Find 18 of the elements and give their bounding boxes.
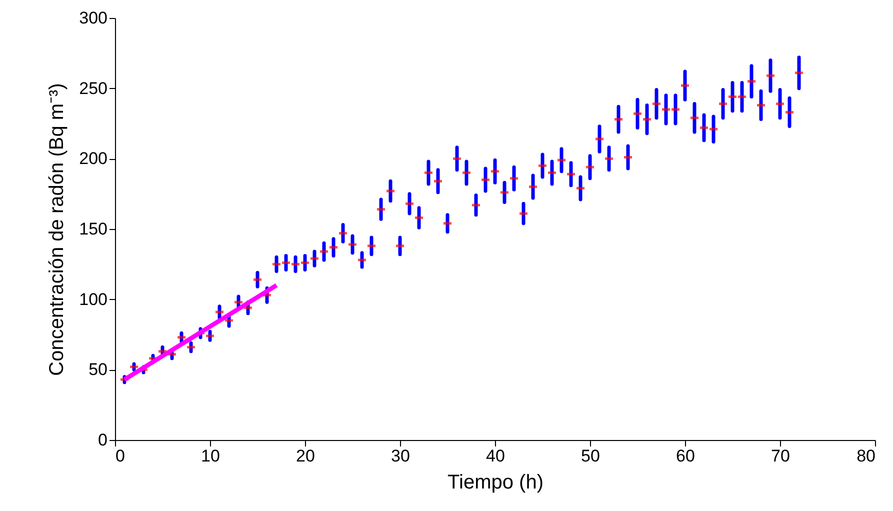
x-tick-label: 60 xyxy=(676,446,695,466)
y-tick-label: 150 xyxy=(79,220,108,238)
y-tick-label: 250 xyxy=(79,78,108,98)
y-tick-label: 0 xyxy=(98,430,108,450)
x-tick-label: 70 xyxy=(771,446,790,466)
y-tick-label: 200 xyxy=(79,149,108,168)
y-axis-title: Concentración de radón (Bq m⁻³) xyxy=(46,83,68,376)
x-tick-label: 80 xyxy=(856,446,876,466)
x-tick-label: 0 xyxy=(116,446,125,466)
x-tick-label: 30 xyxy=(391,446,410,466)
y-tick-label: 50 xyxy=(88,360,108,380)
x-axis-title: Tiempo (h) xyxy=(448,472,544,494)
x-tick-label: 10 xyxy=(201,446,220,466)
y-tick-label: 300 xyxy=(79,8,108,28)
x-tick-label: 50 xyxy=(581,446,600,466)
x-tick-label: 40 xyxy=(486,446,505,466)
y-tick-label: 100 xyxy=(79,290,108,309)
x-tick-label: 20 xyxy=(296,446,315,466)
